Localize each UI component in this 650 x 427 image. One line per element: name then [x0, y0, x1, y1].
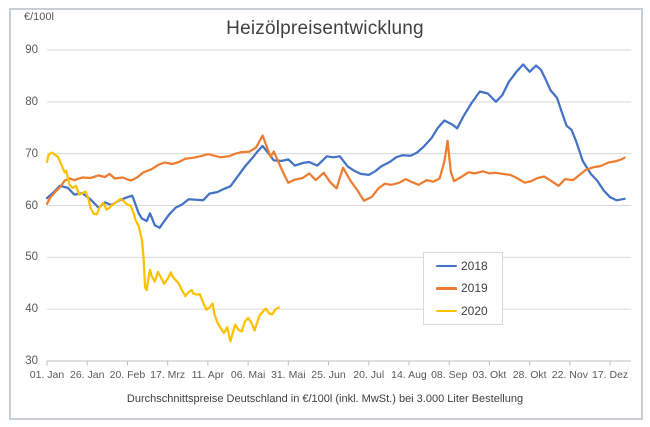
x-tick-label: 31. Mai [271, 369, 306, 381]
y-tick-label: 60 [25, 199, 38, 212]
x-tick-label: 06. Mai [230, 369, 266, 381]
x-tick-label: 03. Okt [472, 369, 507, 381]
x-tick-label: 28. Okt [512, 369, 547, 381]
chart-border [9, 8, 643, 420]
legend-entry-2019: 2019 [436, 281, 502, 295]
series-line-2018 [45, 63, 626, 229]
chart-title: Heizölpreisentwicklung [226, 18, 424, 39]
x-tick-label: 11. Apr [191, 369, 225, 381]
x-tick-label: 14. Aug [391, 369, 427, 381]
x-tick-label: 20. Jul [353, 369, 385, 381]
x-tick-label: 22. Nov [551, 369, 588, 381]
x-tick-label: 17. Dez [591, 369, 629, 381]
x-tick-label: 08. Sep [431, 369, 468, 381]
y-tick-label: 90 [25, 44, 38, 56]
y-tick-label: 30 [25, 355, 38, 367]
legend-label-2020: 2020 [461, 303, 488, 318]
series-line-2020 [45, 151, 280, 343]
chart-caption: Durchschnittspreise Deutschland in €/100… [126, 393, 524, 405]
x-tick-label: 25. Jun [311, 369, 346, 381]
y-tick-label: 40 [25, 303, 38, 316]
y-tick-label: 70 [25, 147, 38, 160]
legend-label-2019: 2019 [461, 281, 488, 296]
x-tick-label: 01. Jan [29, 369, 65, 381]
legend: 2018 2019 2020 [423, 252, 503, 325]
legend-entry-2018: 2018 [436, 259, 502, 273]
y-tick-label: 50 [25, 251, 38, 264]
legend-line-2020-icon [436, 309, 457, 313]
x-tick-label: 20. Feb [109, 369, 146, 381]
legend-entry-2020: 2020 [436, 304, 502, 318]
x-tick-label: 26. Jan [69, 369, 105, 381]
y-tick-label: 80 [25, 95, 38, 108]
legend-line-2018-icon [436, 264, 457, 268]
legend-label-2018: 2018 [461, 259, 488, 274]
y-axis-unit-label: €/100l [24, 11, 54, 23]
legend-line-2019-icon [436, 287, 457, 290]
series-line-2019 [45, 134, 626, 206]
x-tick-label: 17. Mrz [150, 369, 186, 381]
